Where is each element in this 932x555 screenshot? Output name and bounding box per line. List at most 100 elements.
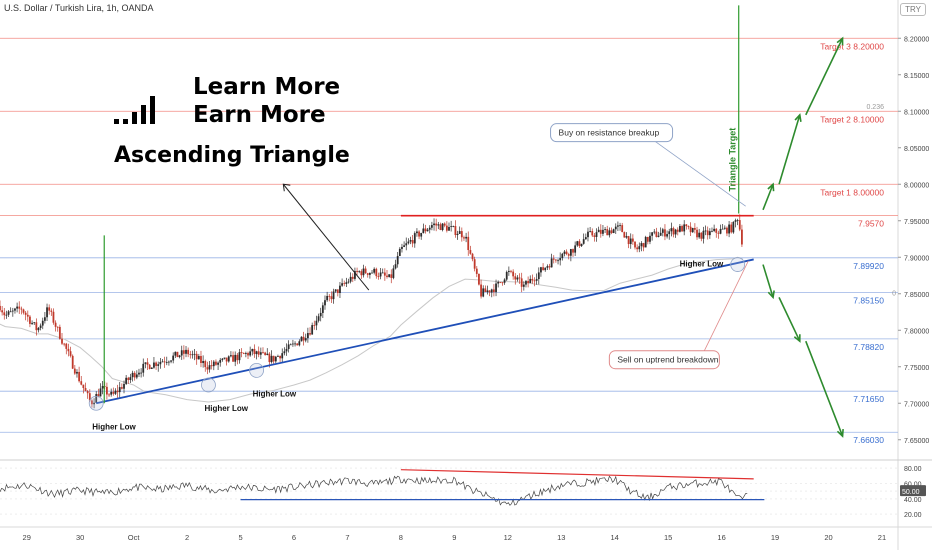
candle-body-16 <box>33 322 36 324</box>
candle-body-57 <box>120 387 123 389</box>
candle-body-172 <box>366 273 369 275</box>
currency-badge[interactable]: TRY <box>900 3 926 16</box>
candle-body-188 <box>401 246 403 249</box>
candle-body-264 <box>563 251 566 254</box>
candle-body-306 <box>653 231 656 233</box>
candle-body-346 <box>738 220 741 230</box>
candle-body-58 <box>123 383 125 389</box>
candle-body-321 <box>685 224 688 227</box>
candle-body-143 <box>304 338 307 341</box>
candle-body-319 <box>681 226 683 232</box>
candle-body-247 <box>527 281 530 284</box>
x-tick-label-14: 19 <box>771 533 779 542</box>
candle-body-125 <box>266 353 269 355</box>
candle-body-327 <box>698 232 701 238</box>
level-label-6: 7.78820 <box>853 342 884 352</box>
candle-body-263 <box>561 253 564 259</box>
candle-body-311 <box>664 229 666 237</box>
candle-body-152 <box>324 300 326 306</box>
candle-body-108 <box>230 355 232 357</box>
candle-body-87 <box>185 349 187 354</box>
candle-body-290 <box>619 225 621 226</box>
candle-body-119 <box>253 348 256 355</box>
higher-low-label-2: Higher Low <box>253 389 297 398</box>
candle-body-116 <box>247 352 249 356</box>
x-tick-label-7: 8 <box>399 533 403 542</box>
higher-low-circle-1 <box>201 377 216 393</box>
candle-body-31 <box>65 343 68 349</box>
candle-body-83 <box>176 351 179 358</box>
candle-body-146 <box>311 325 314 335</box>
candle-body-243 <box>518 277 521 279</box>
candle-body-97 <box>206 367 209 370</box>
candle-body-145 <box>309 333 311 335</box>
candle-body-253 <box>540 267 542 273</box>
candle-body-286 <box>610 230 613 234</box>
candle-body-325 <box>693 227 696 230</box>
candle-body-229 <box>488 290 491 293</box>
candle-body-222 <box>473 259 476 269</box>
candle-body-272 <box>580 243 583 247</box>
osc-tick-label-4: 20.00 <box>904 512 922 519</box>
candle-body-150 <box>319 312 322 317</box>
candle-body-82 <box>174 351 177 356</box>
bullish-projection-seg-1 <box>778 114 801 185</box>
candle-body-167 <box>356 270 358 272</box>
candle-body-29 <box>61 338 63 344</box>
x-tick-label-13: 16 <box>717 533 725 542</box>
candle-body-284 <box>606 229 609 236</box>
oscillator-line <box>0 475 748 506</box>
candle-body-104 <box>221 358 224 360</box>
candle-body-279 <box>595 232 598 237</box>
candle-body-199 <box>424 228 427 232</box>
x-tick-label-0: 29 <box>23 533 31 542</box>
osc-tick-label-0: 80.00 <box>904 466 922 473</box>
candle-body-54 <box>114 390 117 394</box>
candle-body-124 <box>264 352 267 355</box>
x-tick-label-2: Oct <box>128 533 141 542</box>
candle-body-66 <box>140 372 143 374</box>
candle-body-320 <box>683 224 686 232</box>
candle-body-300 <box>640 243 643 247</box>
candle-body-308 <box>657 235 660 237</box>
candle-body-64 <box>135 374 138 378</box>
candle-body-56 <box>118 387 121 393</box>
candle-body-318 <box>679 226 681 232</box>
candle-body-13 <box>26 314 29 317</box>
candle-body-205 <box>437 224 440 226</box>
candle-body-215 <box>458 231 461 234</box>
candle-body-337 <box>719 228 722 234</box>
candle-body-148 <box>315 320 318 326</box>
candle-body-50 <box>106 386 108 395</box>
candle-body-91 <box>193 353 196 355</box>
candle-body-159 <box>339 285 341 294</box>
osc-value-badge <box>900 485 926 497</box>
x-tick-label-1: 30 <box>76 533 84 542</box>
y-tick-label-0: 8.20000 <box>904 36 929 43</box>
y-tick-label-6: 7.90000 <box>904 255 929 262</box>
candle-body-228 <box>486 290 489 292</box>
bearish-projection-seg-0 <box>762 264 774 298</box>
candle-body-310 <box>661 229 664 233</box>
candle-body-25 <box>52 311 55 323</box>
candle-body-225 <box>480 284 482 297</box>
candle-body-175 <box>373 268 376 273</box>
candle-body-282 <box>602 229 604 234</box>
candle-body-27 <box>56 326 59 328</box>
candle-body-285 <box>608 230 611 236</box>
promo-line-learn: Learn More <box>193 74 341 100</box>
candle-body-36 <box>76 371 78 374</box>
candle-body-335 <box>715 228 718 233</box>
pullback-arrow-head <box>282 183 291 192</box>
candle-body-10 <box>20 308 23 310</box>
candle-body-190 <box>405 243 408 246</box>
candle-body-235 <box>501 282 504 284</box>
candle-body-330 <box>704 230 707 232</box>
level-label-0: Target 3 8.20000 <box>820 41 884 51</box>
candle-body-245 <box>522 284 525 287</box>
candle-body-206 <box>439 224 442 231</box>
candle-body-9 <box>18 306 21 309</box>
candle-body-231 <box>493 289 495 293</box>
candle-body-127 <box>270 355 273 363</box>
